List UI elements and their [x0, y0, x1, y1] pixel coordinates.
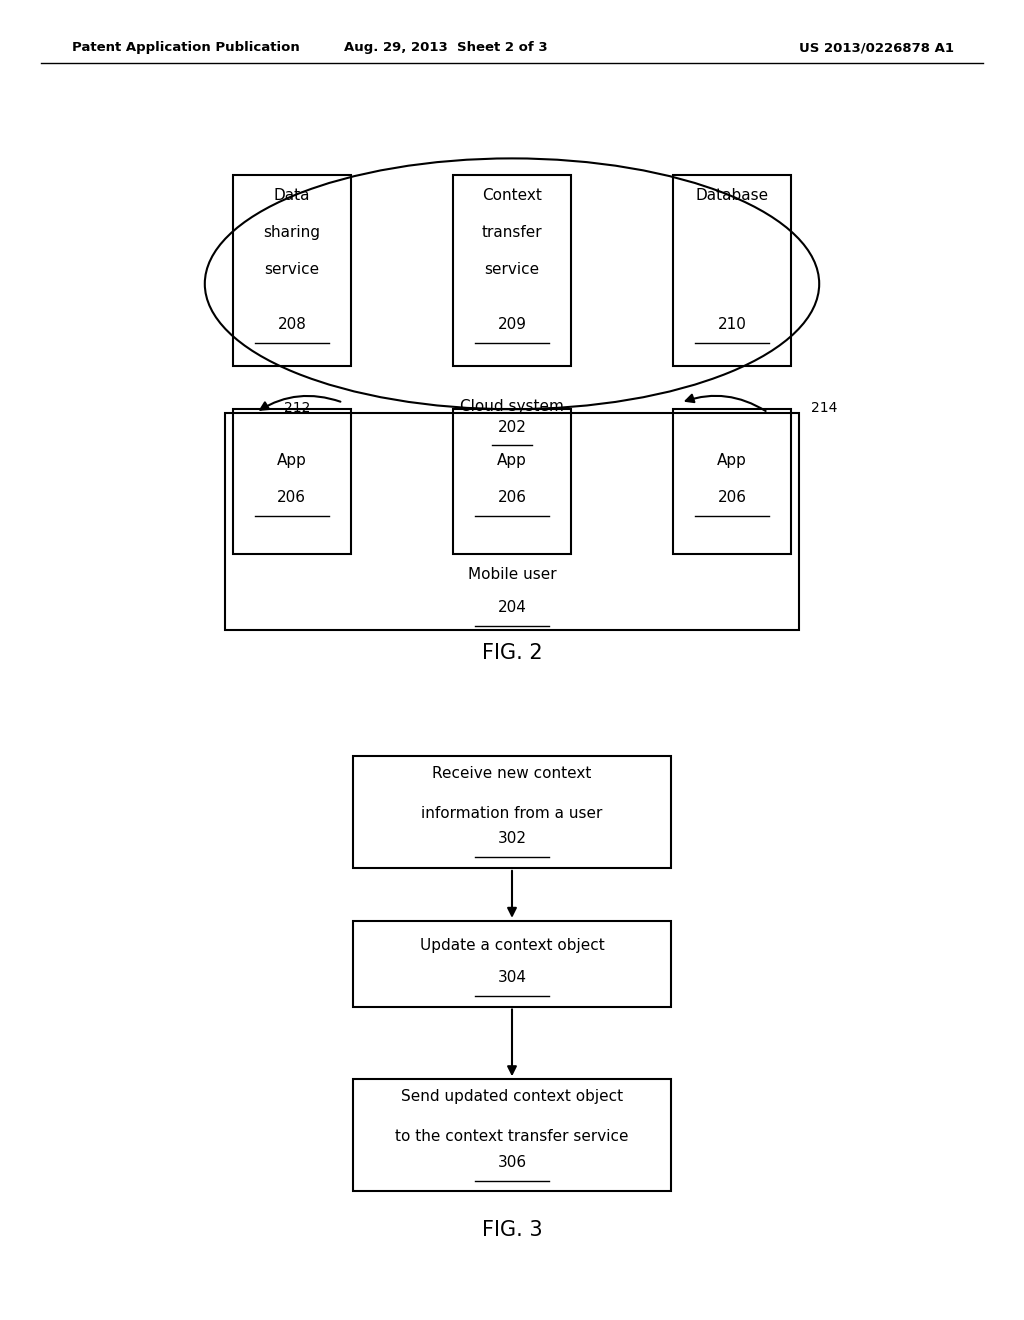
- Text: App: App: [497, 453, 527, 469]
- Text: Context: Context: [482, 187, 542, 203]
- Text: service: service: [484, 261, 540, 277]
- Text: 212: 212: [284, 400, 310, 414]
- Text: 304: 304: [498, 970, 526, 985]
- Bar: [453, 174, 571, 366]
- Text: US 2013/0226878 A1: US 2013/0226878 A1: [799, 41, 953, 54]
- Text: Patent Application Publication: Patent Application Publication: [72, 41, 299, 54]
- Text: FIG. 3: FIG. 3: [481, 1220, 543, 1241]
- Text: 206: 206: [718, 490, 746, 506]
- Text: 214: 214: [811, 400, 838, 414]
- Text: App: App: [276, 453, 307, 469]
- Bar: [674, 174, 791, 366]
- Text: Aug. 29, 2013  Sheet 2 of 3: Aug. 29, 2013 Sheet 2 of 3: [344, 41, 547, 54]
- Text: Database: Database: [695, 187, 769, 203]
- Text: to the context transfer service: to the context transfer service: [395, 1129, 629, 1144]
- Bar: [353, 921, 671, 1006]
- Text: 208: 208: [278, 317, 306, 331]
- Text: 209: 209: [498, 317, 526, 331]
- Text: 206: 206: [498, 490, 526, 506]
- Bar: [353, 1080, 671, 1191]
- Text: 206: 206: [278, 490, 306, 506]
- Bar: [674, 409, 791, 554]
- Text: App: App: [717, 453, 748, 469]
- Text: Data: Data: [273, 187, 310, 203]
- Text: 204: 204: [498, 601, 526, 615]
- Bar: [353, 755, 671, 869]
- Text: Send updated context object: Send updated context object: [401, 1089, 623, 1105]
- Text: 306: 306: [498, 1155, 526, 1170]
- Text: Update a context object: Update a context object: [420, 937, 604, 953]
- Text: Mobile user: Mobile user: [468, 568, 556, 582]
- Text: information from a user: information from a user: [421, 805, 603, 821]
- Text: Receive new context: Receive new context: [432, 766, 592, 781]
- Text: Cloud system: Cloud system: [460, 399, 564, 413]
- Bar: [225, 412, 799, 631]
- Text: service: service: [264, 261, 319, 277]
- Text: 202: 202: [498, 420, 526, 436]
- Text: FIG. 2: FIG. 2: [481, 643, 543, 664]
- Bar: [232, 409, 350, 554]
- Bar: [453, 409, 571, 554]
- Text: 210: 210: [718, 317, 746, 331]
- Text: transfer: transfer: [481, 224, 543, 240]
- Text: sharing: sharing: [263, 224, 321, 240]
- Text: 302: 302: [498, 832, 526, 846]
- Bar: [232, 174, 350, 366]
